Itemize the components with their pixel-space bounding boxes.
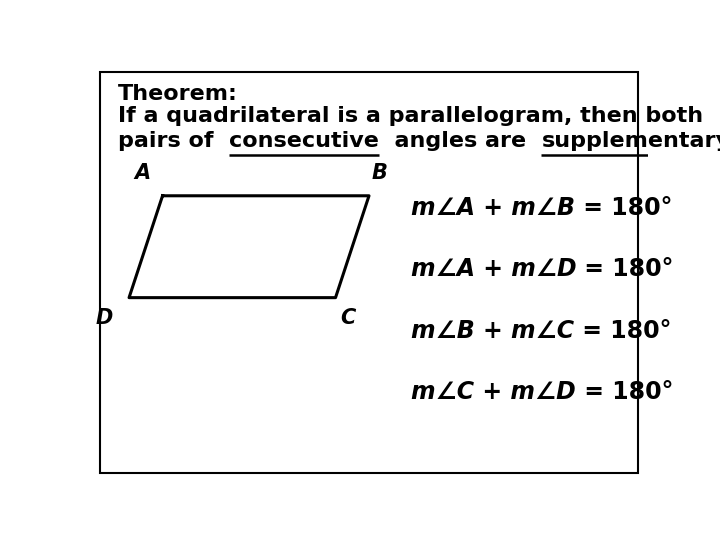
Text: m∠B + m∠C: m∠B + m∠C <box>411 319 574 343</box>
Text: supplementary: supplementary <box>541 131 720 151</box>
Text: consecutive: consecutive <box>229 131 379 151</box>
Text: = 180°: = 180° <box>574 319 672 343</box>
Text: = 180°: = 180° <box>575 380 673 404</box>
Text: If a quadrilateral is a parallelogram, then both: If a quadrilateral is a parallelogram, t… <box>118 106 703 126</box>
Text: D: D <box>96 308 114 328</box>
Text: m∠C + m∠D: m∠C + m∠D <box>411 380 575 404</box>
Text: pairs of: pairs of <box>118 131 229 151</box>
Text: A: A <box>134 163 150 183</box>
Text: angles are: angles are <box>379 131 541 151</box>
Text: m∠A + m∠D: m∠A + m∠D <box>411 258 577 281</box>
Text: C: C <box>340 308 356 328</box>
Text: m∠A + m∠B: m∠A + m∠B <box>411 196 575 220</box>
Text: = 180°: = 180° <box>575 196 672 220</box>
Text: = 180°: = 180° <box>577 258 674 281</box>
Text: Theorem:: Theorem: <box>118 84 238 104</box>
Text: B: B <box>372 163 387 183</box>
